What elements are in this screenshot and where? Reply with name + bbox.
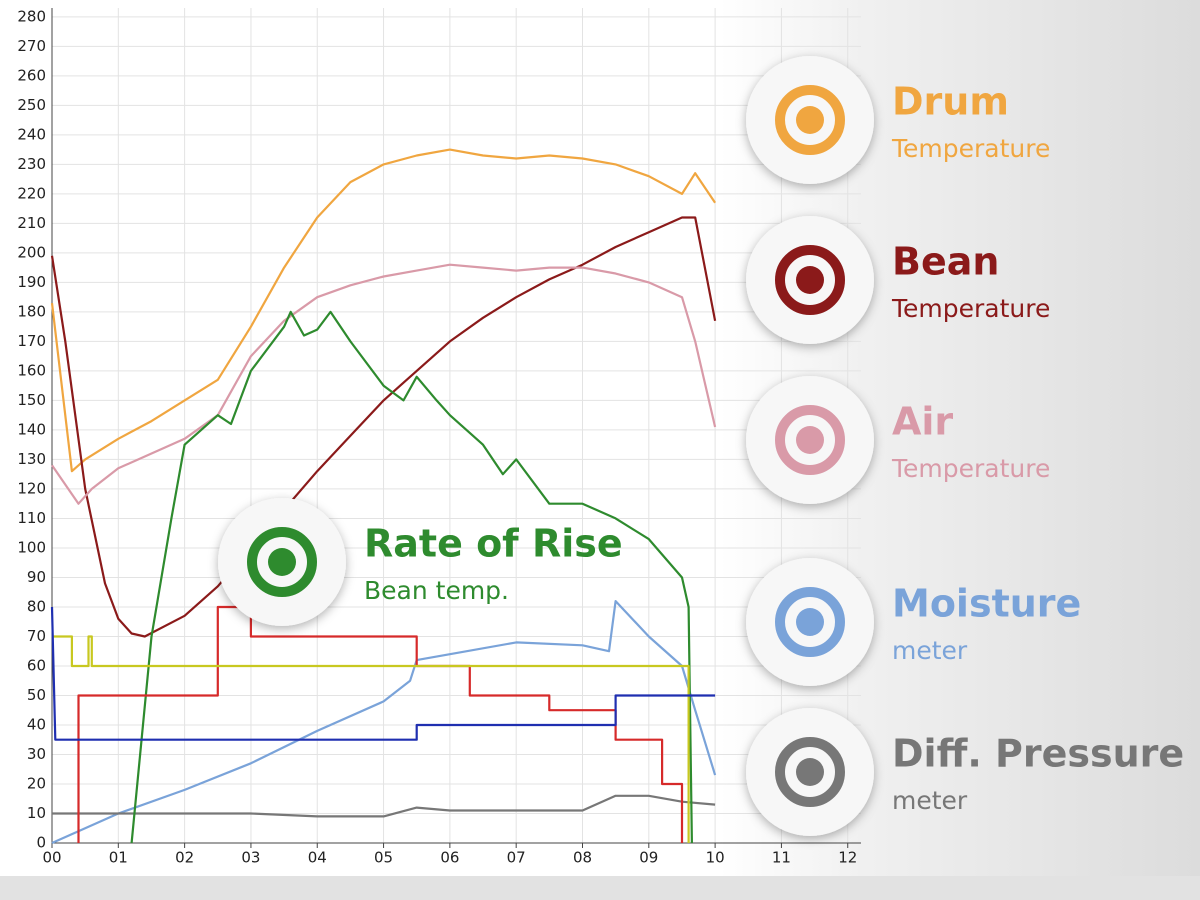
series-line bbox=[52, 794, 716, 818]
x-tick-label: 01 bbox=[109, 849, 128, 867]
x-tick-label: 11 bbox=[772, 849, 791, 867]
legend-icon-dot bbox=[796, 266, 824, 294]
y-tick-label: 70 bbox=[27, 627, 46, 645]
legend-title: Rate of Rise bbox=[364, 522, 623, 566]
x-tick-label: 00 bbox=[42, 849, 61, 867]
legend-subtitle: Temperature bbox=[891, 134, 1050, 163]
y-tick-label: 200 bbox=[17, 243, 46, 261]
bottom-band bbox=[0, 876, 1200, 900]
series-line bbox=[51, 600, 717, 845]
legend-subtitle: meter bbox=[892, 786, 968, 815]
x-tick-label: 05 bbox=[374, 849, 393, 867]
legend-icon-dot bbox=[268, 548, 296, 576]
y-tick-label: 220 bbox=[17, 184, 46, 202]
y-tick-label: 20 bbox=[27, 774, 46, 792]
x-tick-label: 04 bbox=[308, 849, 327, 867]
x-tick-label: 03 bbox=[241, 849, 260, 867]
x-tick-label: 10 bbox=[706, 849, 725, 867]
x-tick-label: 06 bbox=[440, 849, 459, 867]
x-tick-label: 12 bbox=[838, 849, 857, 867]
y-tick-label: 60 bbox=[27, 656, 46, 674]
legend-subtitle: Temperature bbox=[891, 294, 1050, 323]
series-line bbox=[50, 216, 717, 638]
y-tick-label: 160 bbox=[17, 361, 46, 379]
series-line bbox=[51, 263, 717, 505]
y-tick-label: 190 bbox=[17, 273, 46, 291]
y-tick-label: 40 bbox=[27, 715, 46, 733]
legend-item: Drum Temperature bbox=[746, 56, 1050, 184]
legend: Drum Temperature Bean Temperature Air Tempera… bbox=[218, 56, 1184, 836]
legend-title: Drum bbox=[892, 80, 1009, 124]
y-tick-label: 280 bbox=[17, 7, 46, 25]
y-tick-label: 120 bbox=[17, 479, 46, 497]
y-tick-label: 170 bbox=[17, 332, 46, 350]
y-tick-label: 130 bbox=[17, 450, 46, 468]
series-line bbox=[50, 606, 716, 741]
legend-title: Bean bbox=[892, 240, 999, 284]
legend-title: Air bbox=[892, 400, 953, 444]
legend-item: Rate of Rise Bean temp. bbox=[218, 498, 623, 626]
legend-subtitle: Bean temp. bbox=[364, 576, 509, 605]
y-tick-label: 180 bbox=[17, 302, 46, 320]
series-line bbox=[130, 310, 693, 844]
y-tick-label: 80 bbox=[27, 597, 46, 615]
legend-title: Moisture bbox=[892, 582, 1081, 626]
y-tick-label: 10 bbox=[27, 804, 46, 822]
y-tick-label: 260 bbox=[17, 66, 46, 84]
x-tick-label: 07 bbox=[507, 849, 526, 867]
legend-title: Diff. Pressure bbox=[892, 732, 1184, 776]
y-tick-label: 90 bbox=[27, 568, 46, 586]
x-tick-label: 02 bbox=[175, 849, 194, 867]
legend-icon bbox=[775, 245, 845, 315]
series-line bbox=[52, 635, 690, 843]
plot bbox=[50, 148, 717, 845]
y-tick-label: 140 bbox=[17, 420, 46, 438]
y-tick-label: 0 bbox=[36, 834, 46, 852]
legend-item: Bean Temperature bbox=[746, 216, 1050, 344]
series-line bbox=[50, 148, 717, 473]
legend-icon bbox=[247, 527, 317, 597]
series-line bbox=[77, 605, 684, 843]
legend-subtitle: Temperature bbox=[891, 454, 1050, 483]
y-tick-label: 250 bbox=[17, 96, 46, 114]
y-tick-label: 110 bbox=[17, 509, 46, 527]
legend-icon bbox=[775, 405, 845, 475]
legend-icon bbox=[775, 737, 845, 807]
legend-icon bbox=[775, 587, 845, 657]
legend-icon-dot bbox=[796, 758, 824, 786]
y-tick-label: 210 bbox=[17, 214, 46, 232]
legend-item: Moisture meter bbox=[746, 558, 1081, 686]
y-tick-label: 270 bbox=[17, 37, 46, 55]
x-tick-label: 09 bbox=[639, 849, 658, 867]
legend-icon-dot bbox=[796, 608, 824, 636]
legend-icon bbox=[775, 85, 845, 155]
legend-subtitle: meter bbox=[892, 636, 968, 665]
legend-icon-dot bbox=[796, 106, 824, 134]
legend-icon-dot bbox=[796, 426, 824, 454]
y-tick-label: 30 bbox=[27, 745, 46, 763]
y-tick-label: 50 bbox=[27, 686, 46, 704]
legend-item: Air Temperature bbox=[746, 376, 1050, 504]
y-tick-label: 150 bbox=[17, 391, 46, 409]
x-tick-label: 08 bbox=[573, 849, 592, 867]
y-tick-label: 230 bbox=[17, 155, 46, 173]
y-tick-label: 240 bbox=[17, 125, 46, 143]
y-tick-label: 100 bbox=[17, 538, 46, 556]
legend-item: Diff. Pressure meter bbox=[746, 708, 1184, 836]
